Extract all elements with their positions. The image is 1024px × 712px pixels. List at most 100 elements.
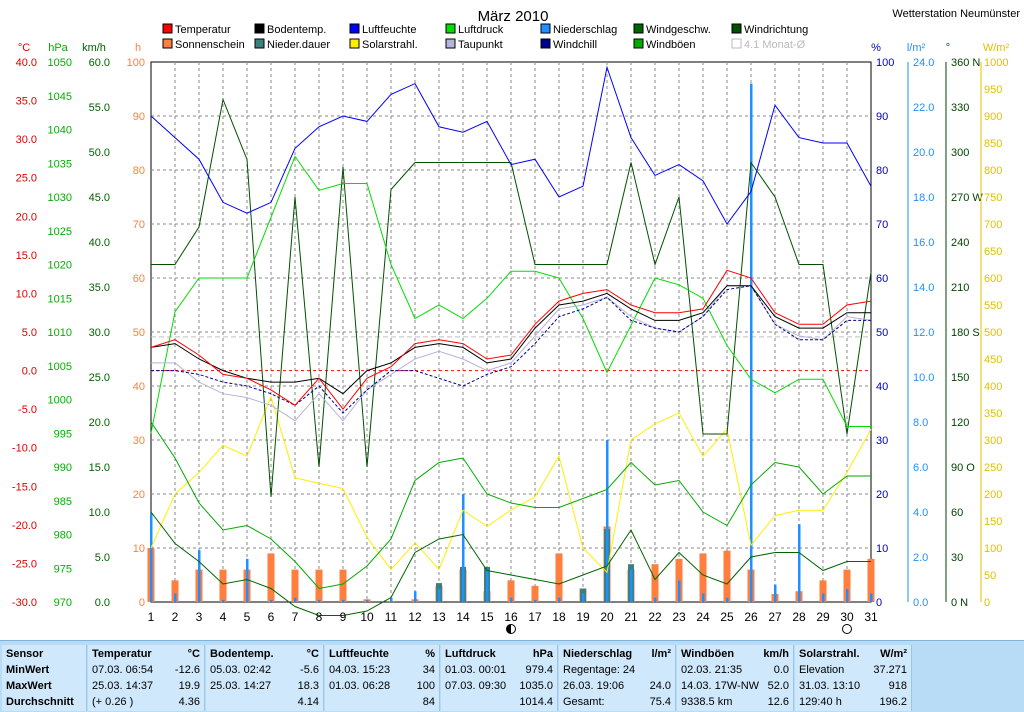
precipitation-bar bbox=[870, 593, 873, 602]
stat-cell: Niederschlag bbox=[563, 648, 633, 660]
axis-tick-label: 4.0 bbox=[913, 507, 928, 519]
x-tick-label: 24 bbox=[696, 610, 710, 624]
x-tick-label: 19 bbox=[576, 610, 590, 624]
stat-cell: MinWert bbox=[6, 664, 50, 676]
axis-unit-label: l/m² bbox=[907, 42, 926, 54]
axis-tick-label: 70 bbox=[876, 219, 888, 231]
axis-tick-label: 5.0 bbox=[95, 552, 110, 564]
precipitation-bar bbox=[750, 83, 753, 603]
precipitation-bar bbox=[414, 591, 417, 602]
stat-cell: 24.0 bbox=[649, 680, 671, 692]
x-tick-label: 26 bbox=[744, 610, 758, 624]
stat-cell: 75.4 bbox=[649, 696, 671, 708]
axis-tick-label: 1025 bbox=[48, 226, 72, 238]
legend-label: Luftfeuchte bbox=[362, 24, 416, 36]
stat-cell: % bbox=[425, 648, 435, 660]
weather-chart: März 2010 Wetterstation Neumünster Tempe… bbox=[12, 8, 1020, 634]
x-tick-label: 16 bbox=[504, 610, 518, 624]
stat-cell: 05.03. 02:42 bbox=[210, 664, 272, 676]
legend-swatch bbox=[540, 38, 551, 49]
axis-tick-label: 20.0 bbox=[89, 417, 110, 429]
precipitation-bar bbox=[318, 599, 321, 602]
precipitation-bar bbox=[678, 580, 681, 602]
axis-tick-label: 30 bbox=[876, 435, 888, 447]
axis-tick-label: 0.0 bbox=[95, 597, 110, 609]
x-tick-label: 5 bbox=[244, 610, 251, 624]
legend-swatch bbox=[445, 23, 456, 34]
axis-tick-label: 450 bbox=[984, 354, 1002, 366]
axis-tick-label: 20 bbox=[876, 489, 888, 501]
full-moon-icon bbox=[842, 624, 852, 634]
x-tick-label: 21 bbox=[624, 610, 638, 624]
stat-cell: Temperatur bbox=[92, 648, 152, 660]
axis-tick-label: 150 bbox=[984, 516, 1002, 528]
stat-cell: °C bbox=[306, 648, 319, 660]
x-tick-label: 31 bbox=[864, 610, 878, 624]
axis-tick-label: 50 bbox=[876, 327, 888, 339]
axis-tick-label: 0 bbox=[876, 597, 882, 609]
legend-swatch bbox=[731, 38, 742, 49]
x-tick-label: 23 bbox=[672, 610, 686, 624]
sunshine-bar bbox=[267, 553, 275, 602]
sunshine-bar bbox=[339, 569, 347, 602]
axis-tick-label: 360 N bbox=[951, 57, 980, 69]
x-tick-label: 4 bbox=[220, 610, 227, 624]
x-tick-label: 10 bbox=[360, 610, 374, 624]
precipitation-bar bbox=[726, 597, 729, 602]
axis-tick-label: 550 bbox=[984, 300, 1002, 312]
stat-cell: W/m² bbox=[880, 648, 907, 660]
legend-label: Windrichtung bbox=[744, 24, 808, 36]
stat-cell: 979.4 bbox=[525, 664, 553, 676]
legend-swatch bbox=[633, 38, 644, 49]
axis-tick-label: 40 bbox=[876, 381, 888, 393]
axis-tick-label: -25.0 bbox=[12, 558, 37, 570]
axis-tick-label: 16.0 bbox=[913, 237, 934, 249]
stat-cell: 1035.0 bbox=[519, 680, 553, 692]
precipitation-bar bbox=[798, 524, 801, 602]
stat-cell: Durchschnitt bbox=[6, 696, 74, 708]
axis-tick-label: 970 bbox=[54, 597, 72, 609]
axis-tick-label: 30 bbox=[951, 552, 963, 564]
sunshine-bar bbox=[699, 553, 707, 602]
axis-tick-label: 12.0 bbox=[913, 327, 934, 339]
precipitation-bar bbox=[438, 589, 441, 602]
axis-unit-label: % bbox=[871, 42, 881, 54]
axis-unit-label: hPa bbox=[48, 42, 68, 54]
stat-column: Bodentemp. °C 05.03. 02:42 -5.6 25.03. 14:27… bbox=[206, 645, 324, 711]
stat-cell: Elevation bbox=[799, 664, 845, 676]
stat-cell: 31.03. 13:10 bbox=[799, 680, 861, 692]
axis-tick-label: 900 bbox=[984, 111, 1002, 123]
axis-tick-label: 950 bbox=[984, 84, 1002, 96]
x-tick-label: 8 bbox=[316, 610, 323, 624]
legend-swatch bbox=[254, 23, 265, 34]
stat-cell: 04.03. 15:23 bbox=[329, 664, 391, 676]
x-tick-label: 30 bbox=[840, 610, 854, 624]
precipitation-bar bbox=[246, 558, 249, 602]
axis-unit-label: W/m² bbox=[983, 42, 1010, 54]
legend-label: Bodentemp. bbox=[267, 24, 326, 36]
x-tick-label: 11 bbox=[385, 610, 398, 624]
sunshine-bar bbox=[219, 569, 227, 602]
axis-tick-label: 80 bbox=[133, 165, 145, 177]
stat-cell: 25.03. 14:27 bbox=[210, 680, 272, 692]
legend-swatch bbox=[162, 38, 173, 49]
sunshine-bar bbox=[291, 569, 299, 602]
axis-tick-label: 50 bbox=[133, 327, 145, 339]
precipitation-bar bbox=[630, 569, 633, 602]
axis-tick-label: 60 bbox=[876, 273, 888, 285]
stat-cell: 19.9 bbox=[178, 680, 200, 692]
stat-cell: Gesamt: bbox=[563, 696, 605, 708]
legend-label: Nieder.dauer bbox=[267, 39, 330, 51]
x-tick-label: 27 bbox=[768, 610, 782, 624]
axis-tick-label: 650 bbox=[984, 246, 1002, 258]
x-tick-label: 7 bbox=[292, 610, 299, 624]
precipitation-bar bbox=[462, 494, 465, 602]
legend-label: Temperatur bbox=[175, 24, 231, 36]
axis-tick-label: 750 bbox=[984, 192, 1002, 204]
axis-tick-label: 100 bbox=[876, 57, 894, 69]
axis-tick-label: 20.0 bbox=[913, 147, 934, 159]
axis-tick-label: 10.0 bbox=[16, 288, 37, 300]
axis-tick-label: 500 bbox=[984, 327, 1002, 339]
axis-tick-label: 1030 bbox=[48, 192, 72, 204]
axis-tick-label: 1010 bbox=[48, 327, 72, 339]
